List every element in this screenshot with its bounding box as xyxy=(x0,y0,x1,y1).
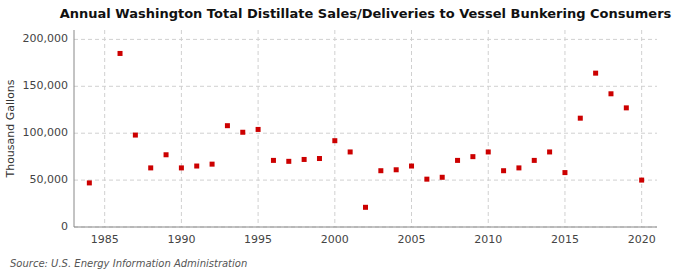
y-tick-label: 150,000 xyxy=(23,79,69,92)
point xyxy=(532,158,537,163)
x-tick-label: 2000 xyxy=(321,233,349,246)
x-grid-line xyxy=(181,30,182,227)
point xyxy=(118,51,123,56)
y-tick-label: 200,000 xyxy=(23,32,69,45)
point xyxy=(271,158,276,163)
grid xyxy=(74,30,657,227)
x-grid-line xyxy=(641,30,642,227)
y-tick-label: 100,000 xyxy=(23,126,69,139)
point xyxy=(348,149,353,154)
x-grid-line xyxy=(411,30,412,227)
point xyxy=(409,164,414,169)
y-grid-line xyxy=(74,180,657,181)
x-grid-line xyxy=(334,30,335,227)
source-note: Source: U.S. Energy Information Administ… xyxy=(10,258,247,269)
point xyxy=(486,149,491,154)
x-axis-line xyxy=(74,227,657,228)
y-grid-line xyxy=(74,39,657,40)
point xyxy=(516,165,521,170)
point xyxy=(378,168,383,173)
point xyxy=(578,116,583,121)
point xyxy=(394,167,399,172)
chart-svg: 0 50,000 100,000 150,000 200,000 1985 1990 1995… xyxy=(0,0,675,275)
chart-container: 0 50,000 100,000 150,000 200,000 1985 1990 1995… xyxy=(0,0,675,275)
point xyxy=(87,180,92,185)
point xyxy=(317,156,322,161)
points xyxy=(87,51,644,210)
x-tick-label: 2020 xyxy=(628,233,656,246)
y-tick-label: 0 xyxy=(61,220,68,233)
point xyxy=(133,133,138,138)
tick-labels: 0 50,000 100,000 150,000 200,000 1985 1990 1995… xyxy=(23,32,656,246)
point xyxy=(440,175,445,180)
point xyxy=(501,168,506,173)
y-grid-line xyxy=(74,133,657,134)
x-grid-line xyxy=(488,30,489,227)
point xyxy=(363,205,368,210)
point xyxy=(424,177,429,182)
x-grid-line xyxy=(104,30,105,227)
y-grid-line xyxy=(74,86,657,87)
point xyxy=(148,165,153,170)
x-tick-label: 1990 xyxy=(167,233,195,246)
point xyxy=(164,152,169,157)
y-tick-label: 50,000 xyxy=(30,173,69,186)
y-axis-label: Thousand Gallons xyxy=(4,79,17,178)
point xyxy=(225,123,230,128)
x-tick-label: 1985 xyxy=(91,233,119,246)
point xyxy=(455,158,460,163)
point xyxy=(624,105,629,110)
point xyxy=(593,71,598,76)
point xyxy=(286,159,291,164)
point xyxy=(639,178,644,183)
x-grid-line xyxy=(564,30,565,227)
point xyxy=(547,149,552,154)
point xyxy=(256,127,261,132)
y-axis-line xyxy=(74,30,75,227)
y-grid-line xyxy=(74,227,657,228)
x-tick-label: 2015 xyxy=(551,233,579,246)
point xyxy=(608,91,613,96)
point xyxy=(470,154,475,159)
point xyxy=(210,162,215,167)
point xyxy=(302,157,307,162)
point xyxy=(194,164,199,169)
point xyxy=(240,130,245,135)
x-tick-label: 2005 xyxy=(398,233,426,246)
x-tick-label: 1995 xyxy=(244,233,272,246)
point xyxy=(179,165,184,170)
title: Annual Washington Total Distillate Sales… xyxy=(60,6,672,21)
point xyxy=(332,138,337,143)
point xyxy=(562,170,567,175)
x-tick-label: 2010 xyxy=(474,233,502,246)
